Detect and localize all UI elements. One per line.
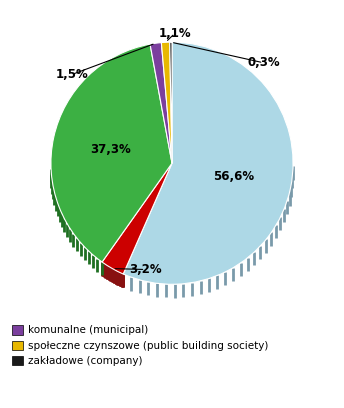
Legend: komunalne (municipal), społeczne czynszowe (public building society), zakładowe : komunalne (municipal), społeczne czynszo…	[12, 325, 268, 366]
Text: 1,1%: 1,1%	[159, 27, 191, 40]
Text: 1,5%: 1,5%	[55, 68, 88, 81]
Wedge shape	[170, 42, 172, 163]
Wedge shape	[123, 42, 293, 284]
Wedge shape	[51, 44, 172, 262]
Text: 56,6%: 56,6%	[213, 170, 254, 183]
Text: 3,2%: 3,2%	[129, 263, 162, 276]
Wedge shape	[150, 42, 172, 163]
Text: 0,3%: 0,3%	[247, 56, 280, 69]
Wedge shape	[102, 163, 172, 274]
Wedge shape	[161, 42, 172, 163]
Text: 37,3%: 37,3%	[90, 143, 131, 156]
